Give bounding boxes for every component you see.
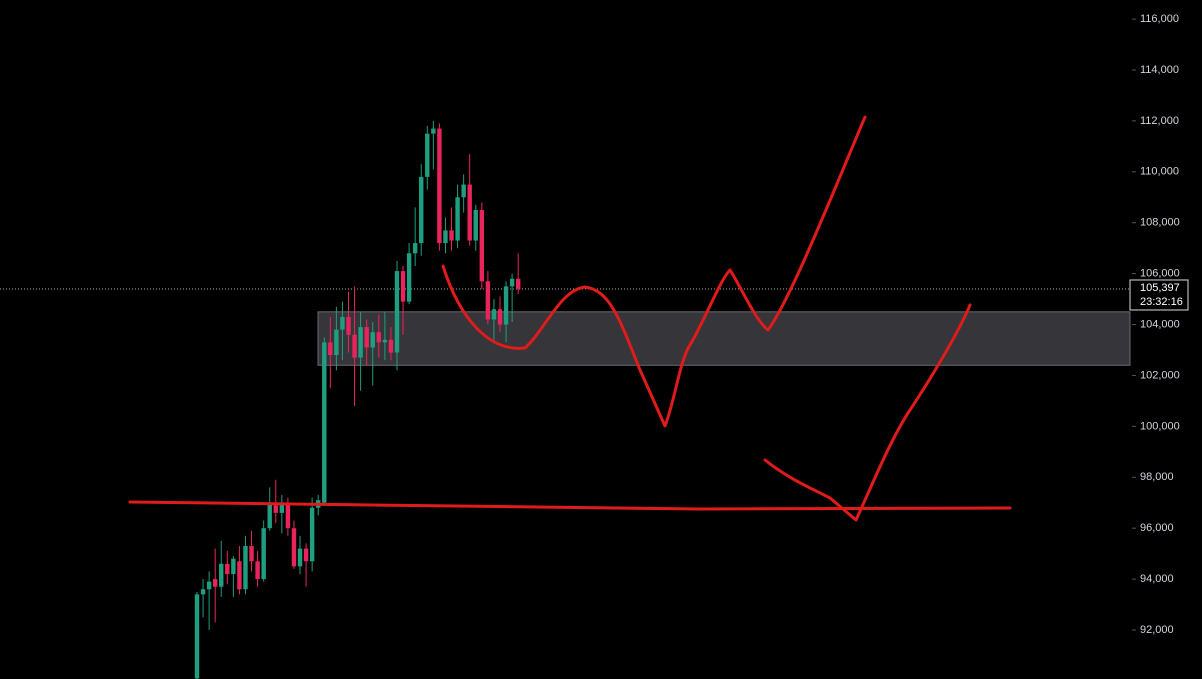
zone <box>317 311 1131 366</box>
candle-body <box>449 230 454 241</box>
y-tick-label: 100,000 <box>1140 420 1180 432</box>
projection-path <box>441 115 867 428</box>
y-tick-label: 112,000 <box>1140 115 1179 127</box>
y-tick-label: 102,000 <box>1140 369 1180 381</box>
y-tick-label: 104,000 <box>1140 318 1180 330</box>
price-label-box <box>1129 279 1189 311</box>
candle-body <box>491 309 497 320</box>
candle-body <box>291 528 297 567</box>
candle-body <box>243 546 248 590</box>
candle-body <box>212 579 218 587</box>
candle-body <box>509 278 515 287</box>
y-tick-label: 92,000 <box>1140 624 1174 636</box>
candle-body <box>334 329 339 356</box>
candle-body <box>388 339 394 353</box>
candle-body <box>419 176 424 244</box>
candle-body <box>443 230 448 244</box>
candle-body <box>346 316 351 335</box>
candle-body <box>467 184 472 241</box>
candle-body <box>279 502 285 513</box>
candle-body <box>303 548 309 562</box>
candle-body <box>364 327 369 348</box>
candle-body <box>200 589 206 595</box>
candle-body <box>255 561 260 580</box>
y-tick-label: 96,000 <box>1140 522 1174 534</box>
candle-body <box>515 278 521 289</box>
y-tick-label: 110,000 <box>1140 166 1179 178</box>
candle-body <box>370 332 375 348</box>
candle-body <box>225 563 230 574</box>
countdown-label: 23:32:16 <box>1140 296 1183 308</box>
candle-body <box>406 253 412 302</box>
candle-body <box>485 281 491 320</box>
candle-body <box>285 502 291 529</box>
candle-body <box>219 563 224 587</box>
candle-body <box>249 546 254 562</box>
candle-body <box>194 594 200 679</box>
candle-body <box>431 128 436 134</box>
y-tick-label: 114,000 <box>1140 64 1179 76</box>
candle-body <box>340 316 345 330</box>
candle-body <box>322 342 327 503</box>
candle-body <box>473 210 478 241</box>
candle-body <box>358 327 363 358</box>
candle-body <box>352 334 357 358</box>
y-tick-label: 98,000 <box>1140 471 1174 483</box>
candle-body <box>261 528 266 580</box>
annotations <box>128 115 1012 522</box>
candle-body <box>273 505 278 513</box>
candle-body <box>267 502 272 529</box>
candle-body <box>309 507 315 562</box>
candle-body <box>394 271 400 353</box>
candle-body <box>382 339 388 343</box>
candle-body <box>376 332 381 343</box>
y-tick-label: 116,000 <box>1140 13 1179 25</box>
candle-body <box>328 342 333 356</box>
candle-body <box>497 309 503 325</box>
candle-body <box>425 133 430 177</box>
support-line <box>128 500 1012 511</box>
candle-body <box>437 128 442 244</box>
alternate-path <box>763 303 972 522</box>
current-price-label: 105,397 <box>1140 282 1180 294</box>
candle-body <box>400 271 406 302</box>
candle-body <box>455 197 460 241</box>
candle-body <box>503 286 509 325</box>
candle-body <box>231 558 236 574</box>
candle-body <box>412 243 418 254</box>
y-tick-label: 108,000 <box>1140 217 1180 229</box>
candle-body <box>461 184 466 198</box>
candle-body <box>297 548 303 567</box>
candle-body <box>206 581 212 590</box>
candle-body <box>479 210 485 282</box>
candle-body <box>237 561 242 590</box>
y-tick-label: 94,000 <box>1140 573 1174 585</box>
y-tick-label: 106,000 <box>1140 268 1180 280</box>
